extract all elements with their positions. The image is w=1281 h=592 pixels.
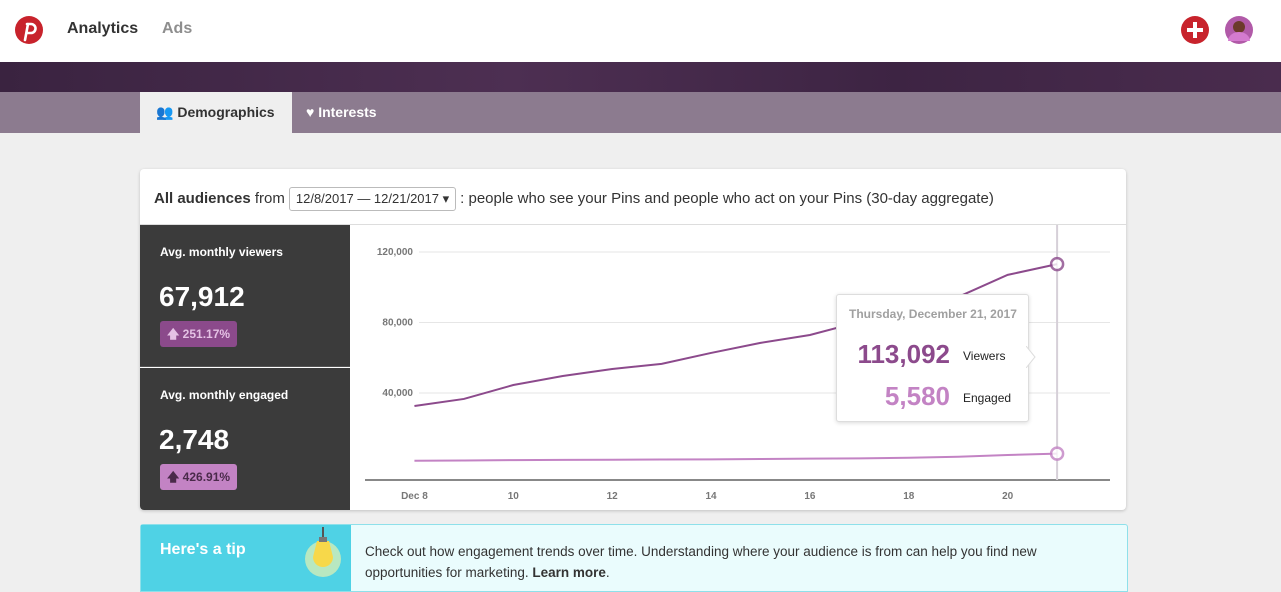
x-tick-label: Dec 8 bbox=[401, 491, 428, 502]
banner bbox=[0, 62, 1281, 92]
header-title: All audiences bbox=[154, 190, 251, 207]
x-tick-label: 18 bbox=[903, 491, 915, 502]
x-tick-label: 12 bbox=[607, 491, 619, 502]
x-tick-label: 14 bbox=[705, 491, 717, 502]
stat-panel: Avg. monthly viewers 67,912 🡅 251.17% bbox=[140, 225, 350, 367]
tip-text: Check out how engagement trends over tim… bbox=[365, 541, 1085, 583]
card-header: All audiences from 12/8/2017 — 12/21/2017… bbox=[154, 187, 994, 211]
add-button[interactable] bbox=[1180, 15, 1210, 45]
stat-value: 2,748 bbox=[159, 424, 230, 455]
tab[interactable]: 👥 Demographics bbox=[140, 92, 292, 133]
tab-label: Demographics bbox=[177, 104, 275, 120]
hover-point bbox=[1049, 256, 1065, 272]
header-from: from bbox=[254, 190, 285, 207]
tooltip-label: Viewers bbox=[963, 349, 1006, 363]
hover-point bbox=[1049, 446, 1065, 461]
tip-end: . bbox=[605, 565, 610, 580]
date-select[interactable]: 12/8/2017 — 12/21/2017 ▾ bbox=[288, 187, 457, 211]
tooltip-value: 5,580 bbox=[884, 381, 950, 411]
nav-link[interactable]: Ads bbox=[162, 20, 193, 37]
tab-bar: 👥 Demographics ♥ Interests bbox=[0, 92, 1281, 133]
tooltip-arrow bbox=[1026, 346, 1036, 368]
tip-body: Check out how engagement trends over tim… bbox=[365, 544, 1037, 580]
tip-link[interactable]: Learn more bbox=[532, 565, 606, 580]
y-tick-label: 120,000 bbox=[377, 247, 414, 258]
pinterest-logo[interactable] bbox=[15, 16, 45, 46]
y-tick-label: 80,000 bbox=[382, 317, 413, 328]
tooltip-date: Thursday, December 21, 2017 bbox=[849, 307, 1017, 321]
change-value: 426.91% bbox=[182, 470, 231, 484]
avatar[interactable] bbox=[1225, 16, 1253, 44]
tip-side: Here's a tip bbox=[141, 525, 351, 591]
audience-card: All audiences from 12/8/2017 — 12/21/2017… bbox=[140, 169, 1126, 510]
tab-label: Interests bbox=[318, 104, 377, 120]
y-tick-label: 40,000 bbox=[382, 388, 413, 399]
tooltip-label: Engaged bbox=[963, 391, 1012, 405]
x-tick-label: 20 bbox=[1002, 491, 1014, 502]
change-value: 251.17% bbox=[182, 327, 231, 341]
tooltip: Thursday, December 21, 2017 113,092 View… bbox=[836, 294, 1029, 422]
line bbox=[414, 452, 1058, 462]
x-tick-label: 16 bbox=[804, 491, 816, 502]
tab[interactable]: ♥ Interests bbox=[306, 104, 377, 120]
divider bbox=[140, 224, 1126, 225]
stat-panel: Avg. monthly engaged 2,748 🡅 426.91% bbox=[140, 368, 350, 510]
top-bar: Analytics Ads bbox=[0, 0, 1281, 62]
stat-change: 🡅 426.91% bbox=[160, 464, 238, 490]
header-description: : people who see your Pins and people wh… bbox=[460, 190, 994, 207]
date-range: 12/8/2017 — 12/21/2017 bbox=[295, 191, 439, 206]
tip-box: Here's a tip Check out how engagement tr… bbox=[140, 524, 1128, 592]
stat-change: 🡅 251.17% bbox=[160, 321, 238, 347]
tooltip-value: 113,092 bbox=[857, 339, 950, 369]
tip-title: Here's a tip bbox=[160, 541, 246, 558]
stat-label: Avg. monthly viewers bbox=[160, 245, 283, 259]
x-tick-label: 10 bbox=[508, 491, 520, 502]
chart: 40,000 80,000 120,000 Dec 8 10 12 14 16 18 20 bbox=[365, 225, 1110, 502]
nav-link[interactable]: Analytics bbox=[67, 20, 139, 37]
bulb-icon bbox=[305, 527, 341, 577]
stat-value: 67,912 bbox=[159, 281, 245, 312]
stat-label: Avg. monthly engaged bbox=[160, 388, 289, 402]
